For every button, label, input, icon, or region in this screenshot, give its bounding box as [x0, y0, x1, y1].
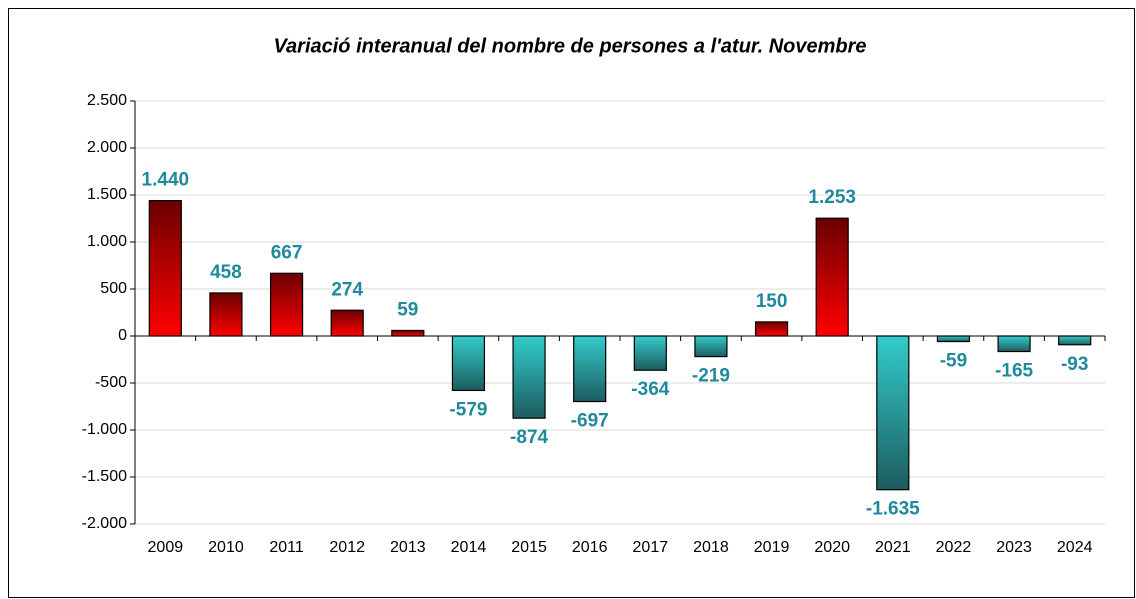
x-tick-label: 2010	[208, 539, 244, 556]
data-label: -579	[449, 399, 487, 420]
x-tick-label: 2017	[633, 539, 669, 556]
x-tick-label: 2021	[875, 539, 911, 556]
y-tick-label: 500	[100, 280, 127, 297]
data-label: -165	[995, 361, 1033, 382]
x-tick-label: 2012	[329, 539, 365, 556]
x-tick-label: 2013	[390, 539, 426, 556]
y-tick-label: 2.000	[87, 139, 127, 156]
x-tick-label: 2011	[269, 539, 304, 556]
y-tick-label: 0	[118, 327, 127, 344]
data-label: -93	[1061, 354, 1088, 375]
chart-frame	[8, 8, 1135, 598]
x-tick-label: 2023	[996, 539, 1032, 556]
x-tick-label: 2014	[451, 539, 487, 556]
data-label: 1.440	[142, 170, 190, 191]
bar	[512, 335, 546, 419]
bar	[391, 329, 425, 337]
bar	[573, 335, 607, 403]
data-label: 150	[756, 291, 788, 312]
data-label: 667	[271, 242, 303, 263]
x-tick-label: 2024	[1057, 539, 1093, 556]
data-label: -874	[510, 427, 548, 448]
y-tick-label: -500	[95, 374, 127, 391]
x-tick-label: 2009	[148, 539, 184, 556]
y-tick-label: 2.500	[87, 92, 127, 109]
x-tick-label: 2020	[814, 539, 850, 556]
data-label: 458	[210, 262, 242, 283]
bar	[936, 335, 971, 343]
bar	[997, 335, 1031, 353]
bar	[694, 335, 728, 358]
data-label: 1.253	[808, 187, 856, 208]
bar	[1058, 335, 1092, 346]
x-tick-label: 2018	[693, 539, 729, 556]
data-label: -364	[631, 379, 669, 400]
y-tick-label: -1.500	[82, 468, 127, 485]
bar	[330, 309, 364, 337]
data-label: -697	[571, 411, 609, 432]
chart-title: Variació interanual del nombre de person…	[273, 35, 866, 57]
y-tick-label: 1.000	[87, 233, 127, 250]
bar	[876, 335, 910, 491]
data-label: -59	[940, 351, 967, 372]
bar	[148, 200, 182, 337]
data-label: 274	[331, 279, 363, 300]
data-label: -219	[692, 366, 730, 387]
x-tick-label: 2015	[511, 539, 547, 556]
x-tick-label: 2019	[754, 539, 790, 556]
y-tick-label: -1.000	[82, 421, 127, 438]
x-tick-label: 2016	[572, 539, 608, 556]
data-label: -1.635	[866, 499, 920, 520]
bar	[815, 217, 849, 337]
y-tick-label: -2.000	[82, 515, 127, 532]
x-tick-label: 2022	[936, 539, 972, 556]
bar	[754, 321, 789, 337]
data-label: 59	[397, 299, 418, 320]
bar	[209, 292, 243, 337]
y-tick-label: 1.500	[87, 186, 127, 203]
bar	[269, 272, 304, 337]
bar	[451, 335, 486, 392]
bar	[633, 335, 667, 371]
